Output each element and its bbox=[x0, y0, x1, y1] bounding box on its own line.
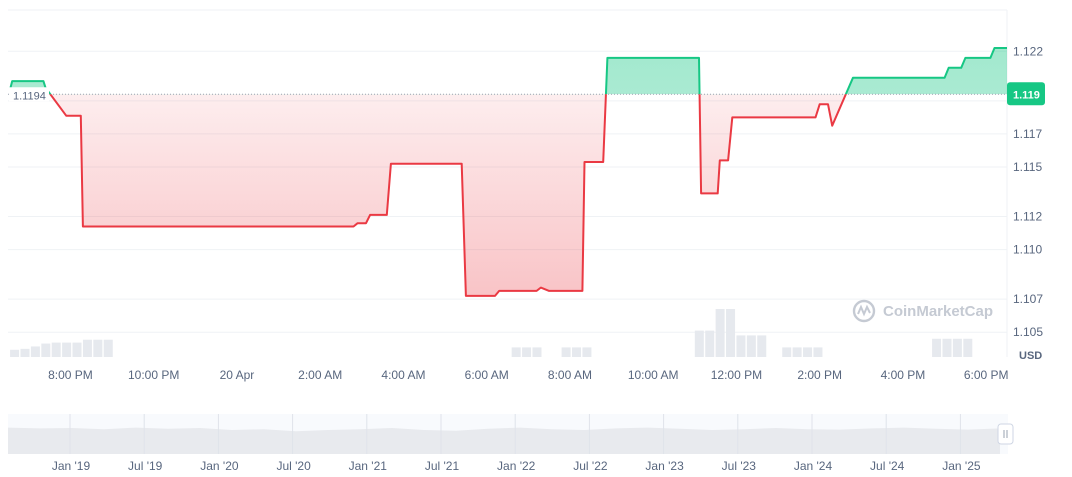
nav-tick-label-3: Jul '20 bbox=[276, 459, 311, 473]
price-line bbox=[9, 47, 1007, 297]
logo-ring bbox=[852, 299, 876, 323]
volume-bar-9 bbox=[103, 339, 113, 357]
volume-bar-11 bbox=[522, 347, 532, 357]
baseline-label: 1.1194 bbox=[9, 87, 49, 102]
baseline-value: 1.1194 bbox=[13, 90, 46, 102]
x-tick-label-5: 6:00 AM bbox=[465, 368, 509, 382]
volume-bar-21 bbox=[746, 335, 756, 357]
volume-bars bbox=[10, 309, 973, 357]
y-tick-label-3: 1.115 bbox=[1013, 160, 1042, 174]
nav-tick-label-2: Jan '20 bbox=[200, 459, 239, 473]
volume-bar-6 bbox=[72, 342, 82, 357]
volume-bar-26 bbox=[813, 347, 823, 357]
volume-bar-1 bbox=[20, 348, 30, 357]
volume-bar-14 bbox=[572, 347, 582, 357]
nav-tick-label-7: Jul '22 bbox=[573, 459, 608, 473]
nav-tick-label-12: Jan '25 bbox=[942, 459, 981, 473]
x-tick-label-4: 4:00 AM bbox=[381, 368, 425, 382]
price-area bbox=[10, 48, 1007, 296]
volume-bar-30 bbox=[963, 338, 973, 357]
y-tick-label-4: 1.112 bbox=[1013, 210, 1042, 224]
volume-bar-28 bbox=[942, 338, 952, 357]
x-tick-label-2: 20 Apr bbox=[220, 368, 255, 382]
volume-bar-12 bbox=[532, 347, 542, 357]
volume-bar-7 bbox=[82, 339, 92, 357]
volume-bar-8 bbox=[93, 339, 103, 357]
volume-bar-29 bbox=[952, 338, 962, 357]
volume-bar-25 bbox=[803, 347, 813, 357]
area-above-baseline bbox=[10, 48, 1007, 95]
volume-bar-17 bbox=[705, 330, 715, 357]
volume-bar-18 bbox=[715, 309, 725, 357]
volume-bar-23 bbox=[782, 347, 792, 357]
volume-bar-19 bbox=[726, 309, 736, 357]
watermark-text: CoinMarketCap bbox=[883, 303, 993, 320]
x-tick-label-11: 6:00 PM bbox=[964, 368, 1009, 382]
nav-tick-label-0: Jan '19 bbox=[52, 459, 91, 473]
volume-bar-2 bbox=[30, 346, 40, 357]
volume-bar-10 bbox=[511, 347, 521, 357]
y-axis: 1.122 1.117 1.115 1.112 1.110 1.107 1.105 bbox=[1013, 44, 1043, 339]
nav-tick-label-6: Jan '22 bbox=[497, 459, 536, 473]
x-tick-label-1: 10:00 PM bbox=[128, 368, 179, 382]
nav-tick-label-1: Jul '19 bbox=[128, 459, 163, 473]
volume-bar-22 bbox=[757, 335, 767, 357]
navigator-area bbox=[8, 427, 1000, 454]
coinmarketcap-logo-icon bbox=[852, 299, 876, 323]
y-tick-label-7: 1.105 bbox=[1013, 325, 1043, 339]
volume-bar-4 bbox=[51, 342, 61, 357]
volume-bar-20 bbox=[736, 335, 746, 357]
nav-tick-label-8: Jan '23 bbox=[645, 459, 684, 473]
volume-bar-27 bbox=[932, 338, 942, 357]
volume-bar-13 bbox=[561, 347, 571, 357]
nav-tick-label-11: Jul '24 bbox=[870, 459, 905, 473]
y-tick-label-2: 1.117 bbox=[1013, 127, 1042, 141]
volume-bar-24 bbox=[792, 347, 802, 357]
navigator-ticks: Jan '19 Jul '19 Jan '20 Jul '20 Jan '21 Jul '… bbox=[52, 414, 981, 473]
price-line-down bbox=[49, 94, 847, 297]
x-tick-label-10: 4:00 PM bbox=[881, 368, 926, 382]
volume-bar-0 bbox=[10, 349, 20, 357]
nav-tick-label-5: Jul '21 bbox=[425, 459, 460, 473]
price-line-up bbox=[9, 47, 1007, 95]
volume-bar-16 bbox=[694, 330, 704, 357]
y-tick-label-5: 1.110 bbox=[1013, 243, 1042, 257]
logo-wave bbox=[857, 304, 871, 317]
nav-tick-label-4: Jan '21 bbox=[349, 459, 388, 473]
current-price-tag: 1.119 bbox=[1007, 82, 1045, 106]
navigator-handle[interactable] bbox=[997, 423, 1014, 445]
currency-unit-label: USD bbox=[1019, 350, 1042, 362]
volume-bar-3 bbox=[41, 343, 51, 357]
area-below-baseline bbox=[10, 94, 1007, 296]
x-tick-label-3: 2:00 AM bbox=[298, 368, 342, 382]
x-axis: 8:00 PM 10:00 PM 20 Apr 2:00 AM 4:00 AM 6:00 … bbox=[48, 368, 1008, 382]
watermark: CoinMarketCap bbox=[852, 299, 993, 323]
current-price-value: 1.119 bbox=[1013, 89, 1040, 101]
nav-tick-label-9: Jul '23 bbox=[722, 459, 757, 473]
x-tick-label-8: 12:00 PM bbox=[711, 368, 762, 382]
y-tick-label-6: 1.107 bbox=[1013, 292, 1043, 306]
x-tick-label-6: 8:00 AM bbox=[548, 368, 592, 382]
x-tick-label-9: 2:00 PM bbox=[797, 368, 842, 382]
x-tick-label-7: 10:00 AM bbox=[628, 368, 679, 382]
time-range-navigator[interactable]: Jan '19 Jul '19 Jan '20 Jul '20 Jan '21 Jul '… bbox=[8, 414, 1014, 473]
volume-bar-15 bbox=[582, 347, 592, 357]
nav-tick-label-10: Jan '24 bbox=[794, 459, 833, 473]
x-tick-label-0: 8:00 PM bbox=[48, 368, 93, 382]
volume-bar-5 bbox=[62, 342, 72, 357]
y-tick-label-0: 1.122 bbox=[1013, 44, 1043, 58]
